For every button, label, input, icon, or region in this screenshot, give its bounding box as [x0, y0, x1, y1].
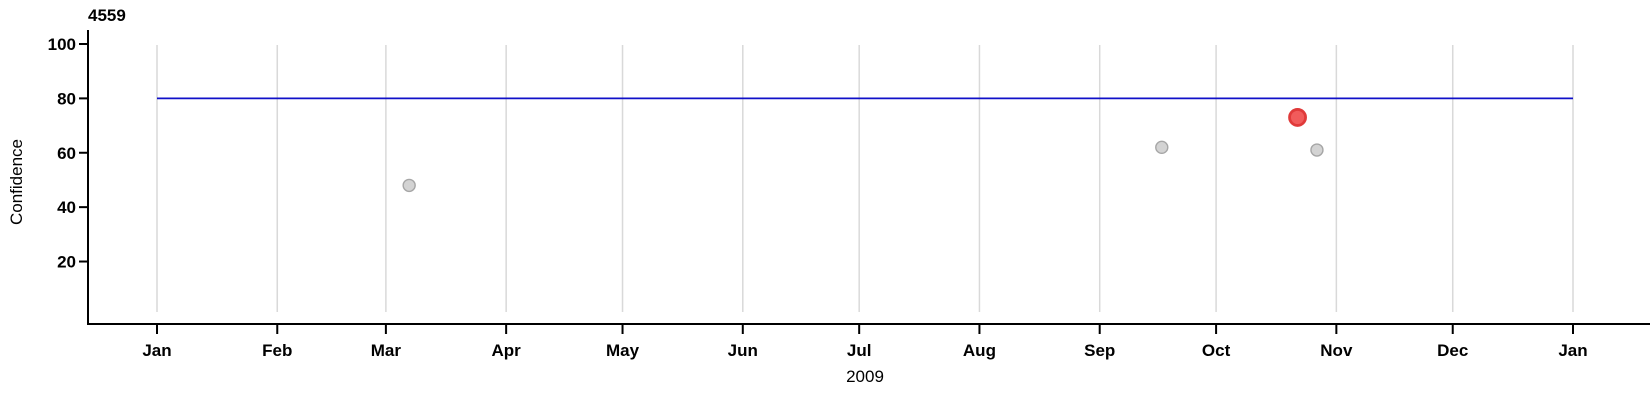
- data-point: [1310, 143, 1324, 157]
- chart-title: 4559: [88, 6, 126, 25]
- x-tick-label: Jul: [847, 341, 872, 360]
- y-axis-ticks: 20 40 60 80 100: [48, 35, 88, 272]
- y-tick-label: 100: [48, 35, 76, 54]
- x-tick-label: Nov: [1320, 341, 1353, 360]
- y-tick-label: 40: [57, 198, 76, 217]
- data-point: [1155, 140, 1169, 155]
- data-points-layer: [402, 108, 1324, 193]
- x-tick-label: Mar: [371, 341, 402, 360]
- gridlines: [156, 45, 1574, 312]
- x-tick-label: Aug: [963, 341, 996, 360]
- x-tick-label: Feb: [262, 341, 292, 360]
- y-tick-label: 60: [57, 144, 76, 163]
- x-tick-label: Jun: [728, 341, 758, 360]
- x-axis-title: 2009: [846, 367, 884, 386]
- x-tick-label: Apr: [492, 341, 522, 360]
- x-tick-label: Sep: [1084, 341, 1115, 360]
- data-point-highlighted: [1288, 108, 1307, 127]
- x-tick-label: Oct: [1202, 341, 1231, 360]
- y-tick-label: 80: [57, 89, 76, 108]
- x-tick-label: Jan: [142, 341, 171, 360]
- y-tick-label: 20: [57, 253, 76, 272]
- axes: [87, 30, 1650, 325]
- x-tick-label: May: [606, 341, 640, 360]
- data-point: [402, 178, 416, 193]
- x-tick-label: Jan: [1558, 341, 1587, 360]
- x-axis-ticks: Jan Feb Mar Apr May Jun Jul Aug Sep Oct Nov Dec Jan: [142, 324, 1588, 360]
- x-tick-label: Dec: [1437, 341, 1468, 360]
- y-axis-label: Confidence: [7, 139, 26, 225]
